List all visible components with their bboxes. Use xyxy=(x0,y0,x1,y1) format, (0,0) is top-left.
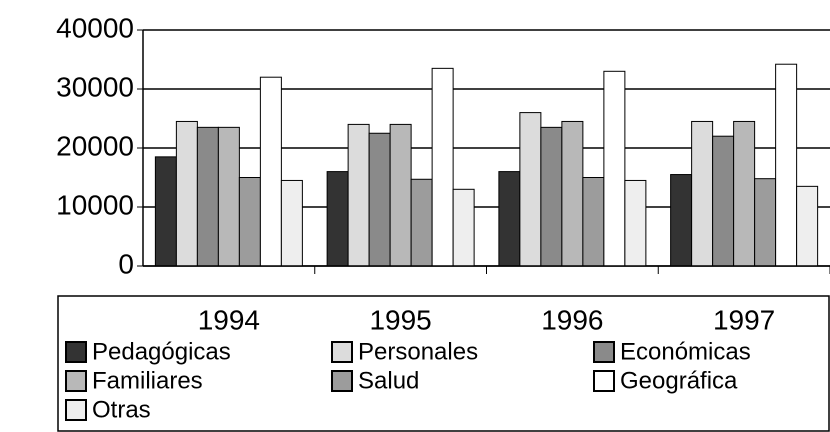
y-tick-label: 30000 xyxy=(56,71,134,102)
bar xyxy=(368,132,391,267)
legend-box xyxy=(57,295,830,432)
legend-label: Económicas xyxy=(620,338,751,365)
bar xyxy=(431,67,454,267)
legend-swatch xyxy=(593,370,615,392)
legend-label: Pedagógicas xyxy=(92,338,231,365)
bar xyxy=(259,76,282,267)
bar xyxy=(452,188,475,267)
legend-label: Personales xyxy=(358,338,478,365)
y-tick-label: 0 xyxy=(118,248,134,279)
bar xyxy=(519,112,542,267)
y-tick-label: 40000 xyxy=(56,12,134,43)
legend-label: Otras xyxy=(92,396,151,423)
bar xyxy=(582,177,605,267)
x-tick-label: 1996 xyxy=(541,304,603,335)
x-tick-label: 1994 xyxy=(198,304,260,335)
bar xyxy=(712,135,735,267)
bar xyxy=(540,126,563,267)
bar xyxy=(733,120,756,267)
bar xyxy=(796,185,819,267)
bar xyxy=(280,179,303,267)
bar xyxy=(410,178,433,267)
legend-swatch xyxy=(593,341,615,363)
x-tick-label: 1995 xyxy=(369,304,431,335)
legend-label: Familiares xyxy=(92,367,203,394)
legend-label: Geográfica xyxy=(620,367,738,394)
bar xyxy=(603,70,626,267)
y-tick-label: 20000 xyxy=(56,130,134,161)
bar xyxy=(347,123,370,267)
bar xyxy=(561,120,584,267)
bar xyxy=(670,174,693,267)
bar xyxy=(196,126,219,267)
bar xyxy=(691,120,714,267)
legend-swatch xyxy=(65,341,87,363)
bar xyxy=(238,177,261,267)
legend-swatch xyxy=(331,370,353,392)
bar xyxy=(175,120,198,267)
bar xyxy=(217,126,240,267)
y-tick-label: 10000 xyxy=(56,189,134,220)
legend-swatch xyxy=(65,370,87,392)
bar xyxy=(326,171,349,267)
bar xyxy=(498,171,521,267)
legend-label: Salud xyxy=(358,367,419,394)
bar xyxy=(624,179,647,267)
legend-swatch xyxy=(331,341,353,363)
bar xyxy=(154,156,177,267)
legend-swatch xyxy=(65,399,87,421)
bar xyxy=(389,123,412,267)
x-tick-label: 1997 xyxy=(713,304,775,335)
bar xyxy=(754,178,777,267)
bar xyxy=(775,63,798,267)
